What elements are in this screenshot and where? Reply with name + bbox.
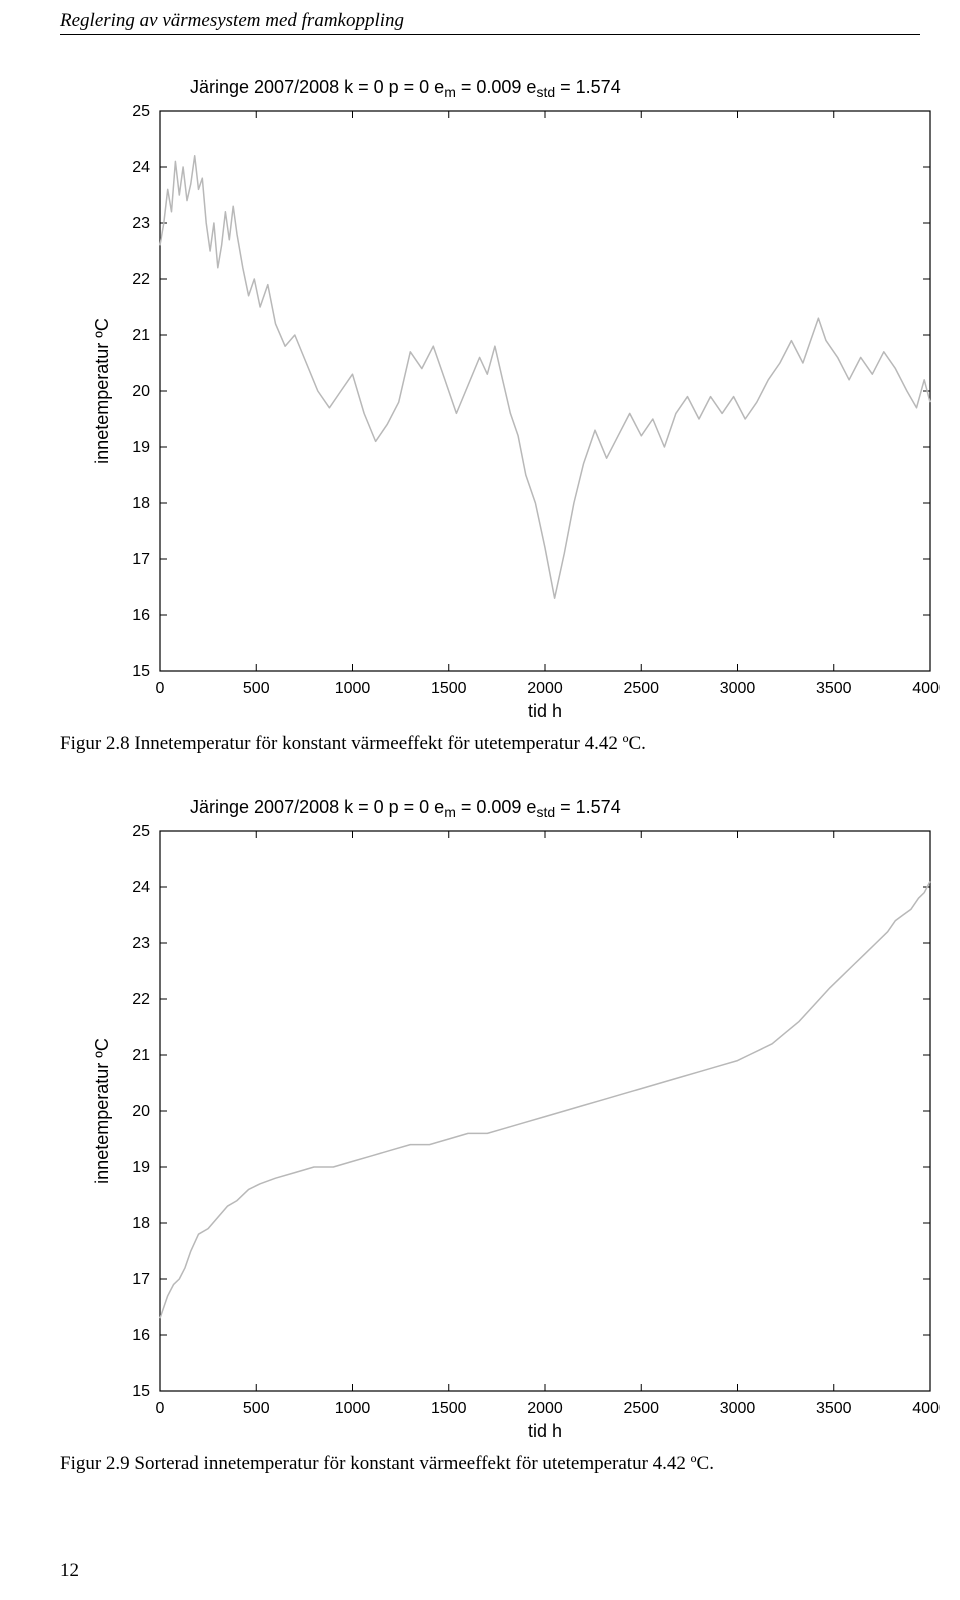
page-number: 12 <box>60 1560 79 1582</box>
header-title: Reglering av värmesystem med framkopplin… <box>60 10 404 31</box>
ytick-label: 17 <box>132 1271 150 1288</box>
ytick-label: 21 <box>132 327 150 344</box>
xtick-label: 4000 <box>912 680 940 697</box>
ytick-label: 16 <box>132 1327 150 1344</box>
chart-title: Järinge 2007/2008 k = 0 p = 0 em = 0.009… <box>190 797 621 820</box>
ytick-label: 15 <box>132 663 150 680</box>
xtick-label: 2500 <box>623 680 659 697</box>
plot-box <box>160 111 930 671</box>
ytick-label: 25 <box>132 103 150 120</box>
figure-2-8-caption: Figur 2.8 Innetemperatur för konstant vä… <box>60 733 920 755</box>
ytick-label: 24 <box>132 159 150 176</box>
plot-box <box>160 831 930 1391</box>
xtick-label: 4000 <box>912 1400 940 1417</box>
ytick-label: 17 <box>132 551 150 568</box>
figure-2-9-caption: Figur 2.9 Sorterad innetemperatur för ko… <box>60 1453 920 1475</box>
ytick-label: 16 <box>132 607 150 624</box>
xtick-label: 3500 <box>816 680 852 697</box>
figure-2-8: 0500100015002000250030003500400015161718… <box>80 61 920 731</box>
xtick-label: 0 <box>156 1400 165 1417</box>
figure-2-9: 0500100015002000250030003500400015161718… <box>80 781 920 1451</box>
ytick-label: 18 <box>132 1215 150 1232</box>
x-axis-label: tid h <box>528 701 562 721</box>
ytick-label: 15 <box>132 1383 150 1400</box>
ytick-label: 19 <box>132 1159 150 1176</box>
ytick-label: 22 <box>132 271 150 288</box>
xtick-label: 3500 <box>816 1400 852 1417</box>
page-header: Reglering av värmesystem med framkopplin… <box>60 10 920 35</box>
xtick-label: 1000 <box>335 680 371 697</box>
y-axis-label: innetemperatur ºC <box>92 318 112 464</box>
xtick-label: 2000 <box>527 1400 563 1417</box>
ytick-label: 21 <box>132 1047 150 1064</box>
ytick-label: 24 <box>132 879 150 896</box>
xtick-label: 3000 <box>720 1400 756 1417</box>
y-axis-label: innetemperatur ºC <box>92 1038 112 1184</box>
page: Reglering av värmesystem med framkopplin… <box>0 10 960 1590</box>
x-axis-label: tid h <box>528 1421 562 1441</box>
chart-2-svg: 0 500 1000 1500 2000 2500 3000 3500 4000 15 16 17 18… <box>80 781 940 1451</box>
xtick-label: 1500 <box>431 1400 467 1417</box>
xtick-label: 2000 <box>527 680 563 697</box>
xtick-label: 500 <box>243 680 270 697</box>
xtick-label: 2500 <box>623 1400 659 1417</box>
ytick-label: 25 <box>132 823 150 840</box>
xtick-label: 1000 <box>335 1400 371 1417</box>
ytick-label: 22 <box>132 991 150 1008</box>
ytick-label: 23 <box>132 935 150 952</box>
chart-1-svg: 0 500 1000 1500 2000 2500 3000 3500 4000 15 16 17 18… <box>80 61 940 731</box>
ytick-label: 20 <box>132 383 150 400</box>
ytick-label: 20 <box>132 1103 150 1120</box>
ytick-label: 23 <box>132 215 150 232</box>
chart-title: Järinge 2007/2008 k = 0 p = 0 em = 0.009… <box>190 77 621 100</box>
xtick-label: 500 <box>243 1400 270 1417</box>
xtick-label: 0 <box>156 680 165 697</box>
ytick-label: 18 <box>132 495 150 512</box>
xtick-label: 3000 <box>720 680 756 697</box>
xtick-label: 1500 <box>431 680 467 697</box>
ytick-label: 19 <box>132 439 150 456</box>
